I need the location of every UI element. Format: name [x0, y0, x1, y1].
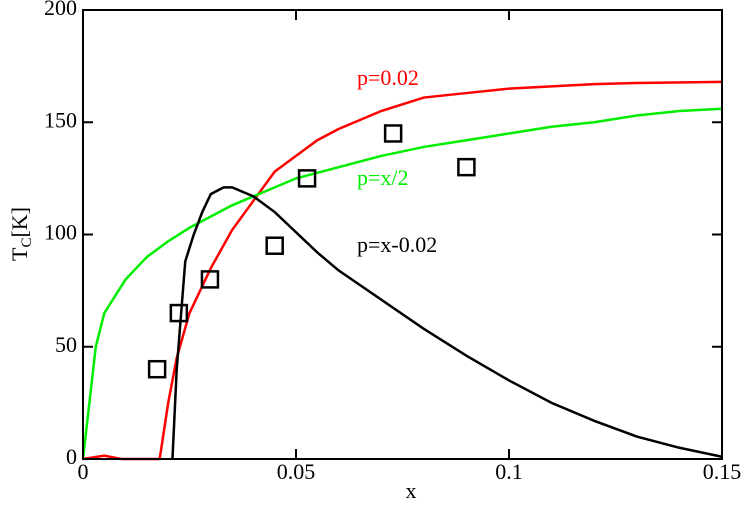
plot-frame — [82, 9, 723, 460]
data-point — [169, 303, 189, 323]
data-point — [383, 124, 403, 143]
x-tick-label: 0 — [78, 459, 89, 484]
x-tick-label: 0.1 — [495, 459, 523, 484]
y-tick-label: 100 — [44, 220, 77, 245]
series-line — [81, 107, 723, 460]
data-point — [297, 169, 317, 188]
y-tick-label: 0 — [66, 444, 77, 469]
series-label: p=x-0.02 — [357, 232, 437, 257]
y-axis-label-sub: C — [19, 238, 35, 248]
y-tick-label: 200 — [44, 0, 77, 20]
data-point — [147, 359, 167, 379]
x-tick-label: 0.15 — [703, 459, 742, 484]
series-line — [171, 186, 723, 460]
y-axis-label-suffix: [K] — [7, 207, 32, 238]
series-label: p=0.02 — [357, 65, 419, 90]
series-line — [82, 80, 723, 461]
data-point — [457, 157, 476, 177]
x-tick-label: 0.05 — [277, 459, 316, 484]
x-axis-label: x — [406, 478, 417, 503]
y-axis-label: TC[K] — [7, 207, 35, 261]
series-label: p=x/2 — [357, 165, 409, 190]
y-tick-label: 150 — [44, 107, 77, 132]
data-point — [265, 236, 284, 255]
data-point — [200, 270, 220, 289]
y-axis-label-main: T — [7, 247, 32, 261]
y-tick-label: 50 — [55, 332, 77, 357]
